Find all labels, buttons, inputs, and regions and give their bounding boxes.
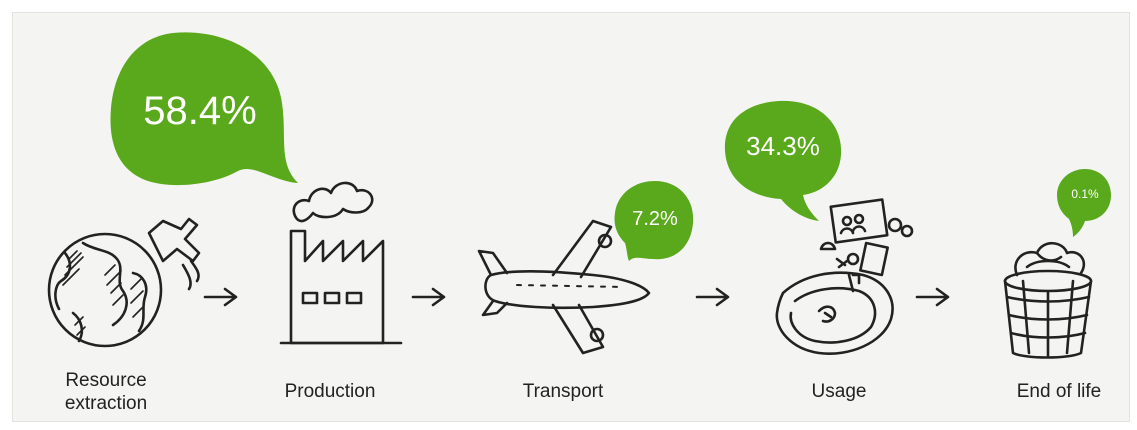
right-arrow-icon [695, 287, 730, 307]
airplane-icon [477, 219, 651, 355]
stage-label-usage: Usage [811, 381, 867, 402]
right-arrow-icon [203, 287, 238, 307]
percentage-bubble-usage [724, 100, 842, 221]
percentage-value-resource-extraction: 58.4% [143, 89, 257, 133]
trash-bin-icon [1003, 241, 1093, 359]
stage-label-end-of-life: End of life [1016, 381, 1102, 402]
percentage-value-end-of-life: 0.1% [1071, 187, 1099, 201]
stage-label-resource-extraction: Resource extraction [64, 370, 148, 414]
percentage-bubble-transport [614, 181, 694, 261]
stage-label-transport: Transport [522, 381, 604, 402]
percentage-bubble-end-of-life [1057, 169, 1111, 237]
factory-icon [279, 181, 403, 345]
right-arrow-icon [411, 287, 446, 307]
smartphone-with-apps-icon [775, 198, 914, 355]
right-arrow-icon [915, 287, 950, 307]
percentage-value-usage: 34.3% [746, 131, 820, 161]
globe-with-faucet-icon [47, 217, 201, 348]
lifecycle-artwork [47, 32, 1111, 359]
stage-label-production: Production [284, 381, 376, 402]
percentage-bubble-resource-extraction [110, 32, 298, 186]
percentage-value-transport: 7.2% [632, 208, 678, 230]
lifecycle-diagram: 58.4% 7.2% 34.3% 0.1% Resource extractio… [12, 12, 1130, 422]
